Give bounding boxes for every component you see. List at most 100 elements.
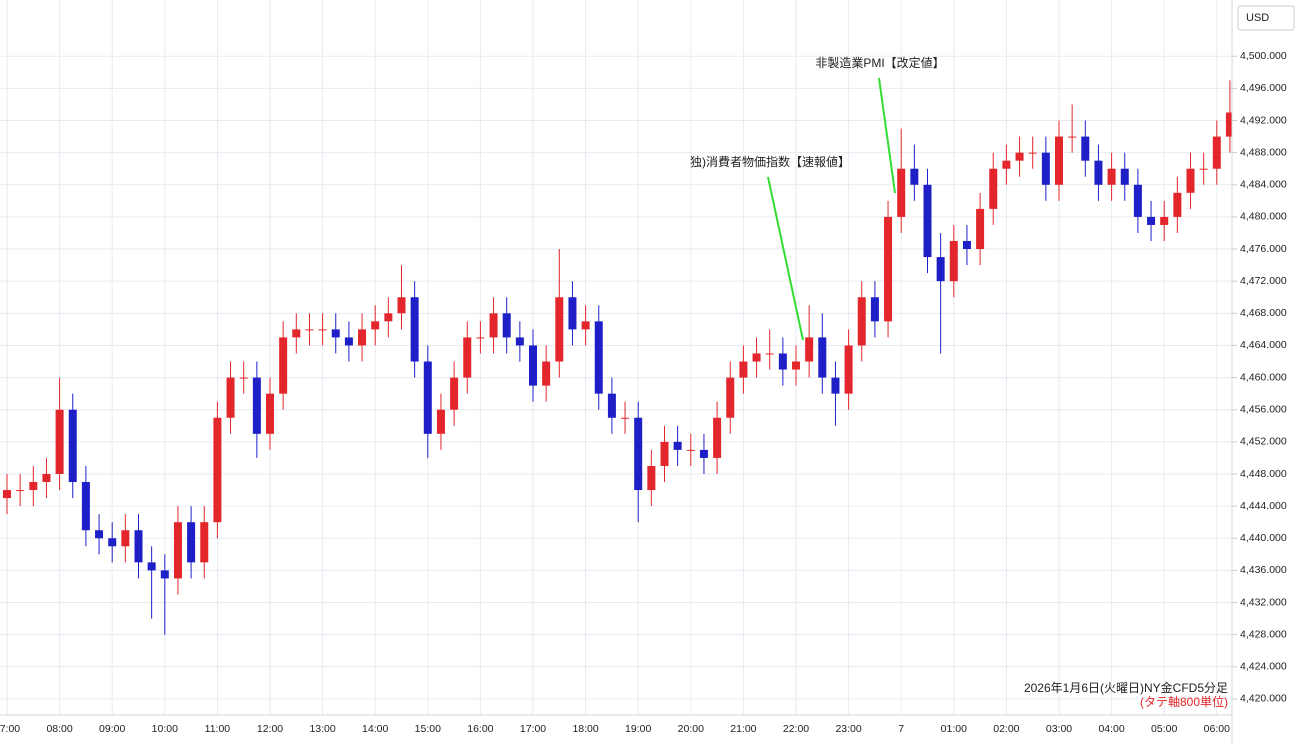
candle-body — [936, 257, 945, 282]
candle-body — [634, 417, 643, 491]
candle-body — [1107, 168, 1116, 185]
x-tick-label: 02:00 — [993, 723, 1019, 735]
candle-body — [95, 530, 104, 539]
candle-body — [1120, 168, 1129, 185]
y-tick-label: 4,432.000 — [1240, 596, 1287, 608]
candle-body — [647, 465, 656, 491]
candle-body — [371, 321, 380, 330]
candle-body — [239, 377, 248, 379]
y-tick-label: 4,448.000 — [1240, 468, 1287, 480]
candles — [3, 80, 1232, 635]
candle-body — [857, 297, 866, 346]
candle-body — [989, 168, 998, 209]
y-tick-label: 4,428.000 — [1240, 628, 1287, 640]
x-tick-label: 10:00 — [152, 723, 178, 735]
x-tick-label: 05:00 — [1151, 723, 1177, 735]
candle-body — [173, 522, 182, 579]
candle-body — [686, 449, 695, 451]
candle-body — [765, 353, 774, 355]
x-tick-label: 20:00 — [678, 723, 704, 735]
annotation: 独)消費者物価指数【速報値】 — [690, 154, 850, 169]
candle-body — [397, 297, 406, 314]
candle-body — [805, 337, 814, 362]
axes: 4,420.000 4,424.000 4,428.000 4,432.000 4,43… — [0, 50, 1287, 735]
candle-body — [226, 377, 235, 418]
x-tick-label: 11:00 — [205, 723, 231, 735]
candle-body — [1186, 168, 1195, 193]
candle-body — [529, 345, 537, 386]
y-tick-label: 4,484.000 — [1240, 179, 1287, 191]
x-tick-label: 06:00 — [1204, 723, 1230, 735]
x-tick-label: 01:00 — [941, 723, 967, 735]
subcaption: (タテ軸800単位) — [1140, 694, 1228, 709]
candle-body — [884, 216, 893, 322]
candle-body — [568, 297, 577, 330]
candle-body — [1160, 216, 1169, 225]
candle-body — [831, 377, 840, 394]
candle-body — [358, 329, 367, 346]
candle-body — [844, 345, 853, 394]
candle-body — [3, 490, 11, 499]
candle-body — [673, 441, 682, 450]
candle-body — [1199, 168, 1208, 170]
candle-body — [1041, 152, 1050, 185]
candle-body — [160, 570, 169, 579]
candle-body — [1015, 152, 1024, 161]
candle-body — [16, 490, 25, 492]
x-tick-label: 21:00 — [730, 723, 756, 735]
candle-body — [660, 441, 669, 466]
currency-label: USD — [1246, 12, 1269, 24]
x-tick-label: 14:00 — [362, 723, 388, 735]
caption: 2026年1月6日(火曜日)NY金CFD5分足 — [1024, 680, 1228, 695]
y-tick-label: 4,480.000 — [1240, 211, 1287, 223]
candle-body — [384, 313, 393, 322]
x-tick-label: 18:00 — [572, 723, 598, 735]
candle-body — [187, 522, 196, 563]
x-tick-label: 12:00 — [257, 723, 283, 735]
y-tick-label: 4,460.000 — [1240, 371, 1287, 383]
y-tick-label: 4,488.000 — [1240, 146, 1287, 158]
x-tick-label: 17:00 — [520, 723, 546, 735]
candle-body — [68, 409, 77, 483]
candle-body — [752, 353, 761, 362]
candle-body — [1094, 160, 1103, 185]
candle-body — [81, 482, 90, 531]
candle-body — [1225, 112, 1232, 137]
candle-body — [818, 337, 827, 378]
x-tick-label: 09:00 — [99, 723, 125, 735]
candle-body — [200, 522, 209, 563]
candle-body — [147, 562, 156, 571]
candle-body — [305, 329, 314, 331]
y-tick-label: 4,440.000 — [1240, 532, 1287, 544]
candle-body — [621, 417, 630, 419]
x-tick-label: 15:00 — [415, 723, 441, 735]
candle-body — [726, 377, 735, 418]
candle-body — [331, 329, 340, 338]
annotation-line — [767, 176, 804, 341]
candle-body — [607, 393, 616, 418]
y-tick-label: 4,452.000 — [1240, 436, 1287, 448]
candle-body — [42, 473, 51, 483]
candle-body — [252, 377, 261, 434]
candle-body — [515, 337, 524, 346]
y-tick-label: 4,424.000 — [1240, 661, 1287, 673]
y-tick-label: 4,436.000 — [1240, 564, 1287, 576]
x-tick-label: 7 — [898, 723, 904, 735]
y-tick-label: 4,468.000 — [1240, 307, 1287, 319]
y-tick-label: 4,420.000 — [1240, 693, 1287, 705]
candle-body — [1147, 216, 1156, 225]
candle-body — [55, 409, 64, 474]
candle-body — [134, 530, 143, 563]
y-tick-label: 4,492.000 — [1240, 114, 1287, 126]
candle-body — [581, 321, 590, 330]
candle-body — [792, 361, 800, 370]
candle-body — [318, 329, 327, 331]
candle-body — [870, 297, 879, 322]
candle-body — [450, 377, 459, 410]
candle-body — [962, 241, 971, 250]
candle-body — [594, 321, 603, 394]
candle-body — [713, 417, 722, 458]
x-tick-label: 07:00 — [0, 723, 20, 735]
candle-body — [897, 168, 906, 217]
candle-body — [489, 313, 498, 338]
